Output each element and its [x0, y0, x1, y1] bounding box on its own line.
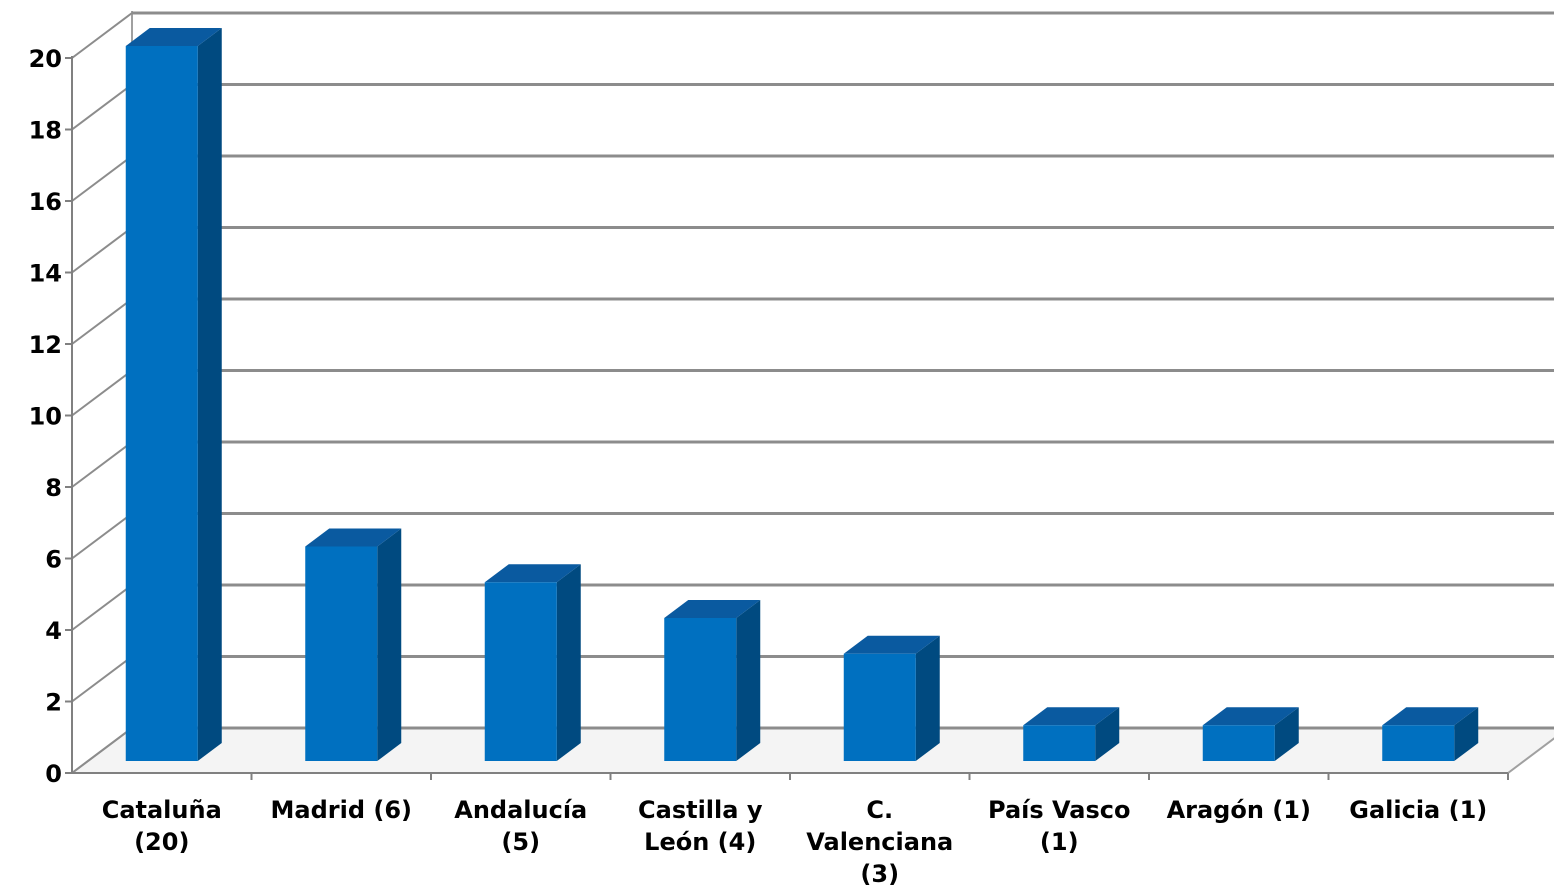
- bar-top: [484, 564, 581, 583]
- bar-top: [1202, 707, 1299, 726]
- chart-walls: [69, 11, 1554, 774]
- gridline-diagonal: [71, 12, 133, 59]
- bar-side: [1454, 707, 1479, 761]
- x-tick-label: Aragón (1): [1167, 796, 1311, 824]
- bars: [125, 28, 1479, 761]
- gridline-diagonal: [71, 155, 133, 202]
- gridline-diagonal: [71, 584, 133, 631]
- bar: [305, 528, 402, 761]
- gridline-diagonal: [71, 369, 133, 417]
- bar: [1382, 707, 1479, 761]
- bar-side: [736, 600, 761, 761]
- floor: [69, 727, 1554, 774]
- bar-front: [843, 653, 916, 761]
- x-tick-label: C. Valenciana (3): [806, 796, 953, 888]
- y-tick-label: 8: [45, 474, 62, 502]
- y-tick-label: 0: [45, 760, 62, 788]
- y-tick-label: 12: [29, 331, 62, 359]
- gridline-diagonal: [71, 226, 133, 274]
- bar-top: [843, 635, 940, 654]
- x-tick-label: Madrid (6): [271, 796, 413, 824]
- bar: [484, 564, 581, 761]
- bar-front: [125, 46, 198, 761]
- bar-top: [125, 28, 222, 46]
- bar-top: [305, 528, 402, 547]
- bar: [664, 600, 761, 761]
- y-axis: 0 2 4 6 8 10 12 14 16 18 20: [29, 45, 73, 788]
- x-axis: Cataluña (20) Madrid (6) Andalucía (5) Castil…: [72, 772, 1509, 888]
- bar-front: [484, 582, 557, 761]
- x-tick-label: Cataluña (20): [102, 796, 222, 856]
- bar: [1202, 707, 1299, 761]
- bar-top: [664, 600, 761, 618]
- y-tick-label: 4: [45, 617, 62, 645]
- bar: [125, 28, 222, 761]
- gridline-diagonal: [71, 655, 133, 703]
- y-tick-label: 20: [29, 45, 62, 73]
- bar-side: [915, 635, 940, 761]
- gridlines: [71, 11, 1554, 774]
- bar-side: [556, 564, 581, 761]
- bar-side: [197, 28, 222, 761]
- x-tick-label: Andalucía (5): [454, 796, 587, 856]
- bar-side: [377, 528, 402, 761]
- bar-side: [1095, 707, 1120, 761]
- x-tick-label: Galicia (1): [1349, 796, 1487, 824]
- x-tick-label: Castilla y León (4): [638, 796, 763, 856]
- gridline-diagonal: [71, 727, 133, 774]
- bar-front: [1023, 725, 1096, 761]
- y-tick-label: 6: [45, 546, 62, 574]
- gridline-diagonal: [71, 298, 133, 345]
- bar-top: [1382, 707, 1479, 726]
- bar-front: [1382, 725, 1455, 761]
- bar-front: [305, 546, 378, 761]
- bar-top: [1023, 707, 1120, 726]
- bar-front: [664, 618, 737, 761]
- gridline-diagonal: [71, 83, 133, 131]
- x-tick-label: País Vasco (1): [988, 796, 1130, 856]
- y-tick-label: 10: [29, 403, 62, 431]
- y-tick-label: 18: [29, 117, 62, 145]
- y-tick-label: 2: [45, 689, 62, 717]
- gridline-diagonal: [71, 441, 133, 488]
- bar-side: [1274, 707, 1299, 761]
- y-tick-label: 14: [29, 260, 62, 288]
- bar-front: [1202, 725, 1275, 761]
- gridline-diagonal: [71, 512, 133, 560]
- bar: [843, 635, 940, 761]
- y-tick-label: 16: [29, 188, 62, 216]
- bar: [1023, 707, 1120, 761]
